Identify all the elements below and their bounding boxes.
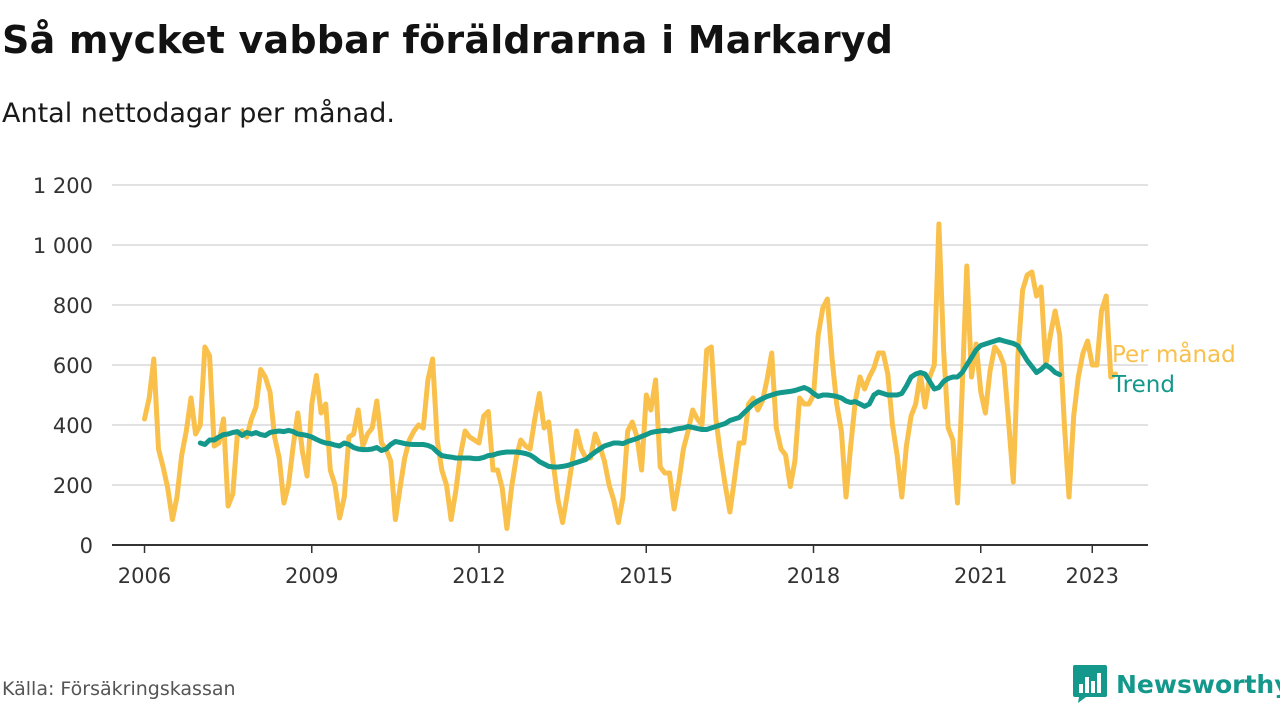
y-tick-label: 600	[53, 354, 93, 378]
source-note: Källa: Försäkringskassan	[2, 678, 236, 700]
y-axis: 0 200 400 600 800 1 000 1 200	[33, 174, 93, 558]
brand-name: Newsworthy	[1116, 669, 1280, 699]
brand-logo[interactable]: Newsworthy	[1072, 664, 1280, 704]
x-tick-label: 2015	[620, 564, 673, 588]
line-chart: 0 200 400 600 800 1 000 1 200 2006 2009 2012 2015…	[33, 174, 1236, 588]
series-line-trend	[197, 337, 1063, 470]
legend-labels: Per månad Trend	[1111, 340, 1236, 398]
chart-subtitle: Antal nettodagar per månad.	[2, 98, 395, 129]
y-tick-label: 400	[53, 414, 93, 438]
y-tick-label: 800	[53, 294, 93, 318]
chart-title: Så mycket vabbar föräldrarna i Markaryd	[2, 18, 894, 62]
x-tick-label: 2021	[954, 564, 1007, 588]
x-tick-label: 2023	[1066, 564, 1119, 588]
x-tick-label: 2012	[452, 564, 505, 588]
y-tick-label: 1 200	[33, 174, 93, 198]
x-axis: 2006 2009 2012 2015 2018 2021 2023	[112, 544, 1148, 588]
y-tick-label: 0	[80, 534, 93, 558]
y-tick-label: 200	[53, 474, 93, 498]
x-tick-label: 2006	[118, 564, 171, 588]
bar-chart-speech-bubble-icon	[1073, 665, 1107, 703]
x-tick-label: 2009	[285, 564, 338, 588]
legend-label-trend: Trend	[1111, 372, 1175, 398]
series-lines	[142, 221, 1118, 531]
series-line-per-month	[142, 221, 1118, 531]
y-tick-label: 1 000	[33, 234, 93, 258]
legend-label-per-month: Per månad	[1112, 340, 1236, 368]
x-tick-label: 2018	[787, 564, 840, 588]
